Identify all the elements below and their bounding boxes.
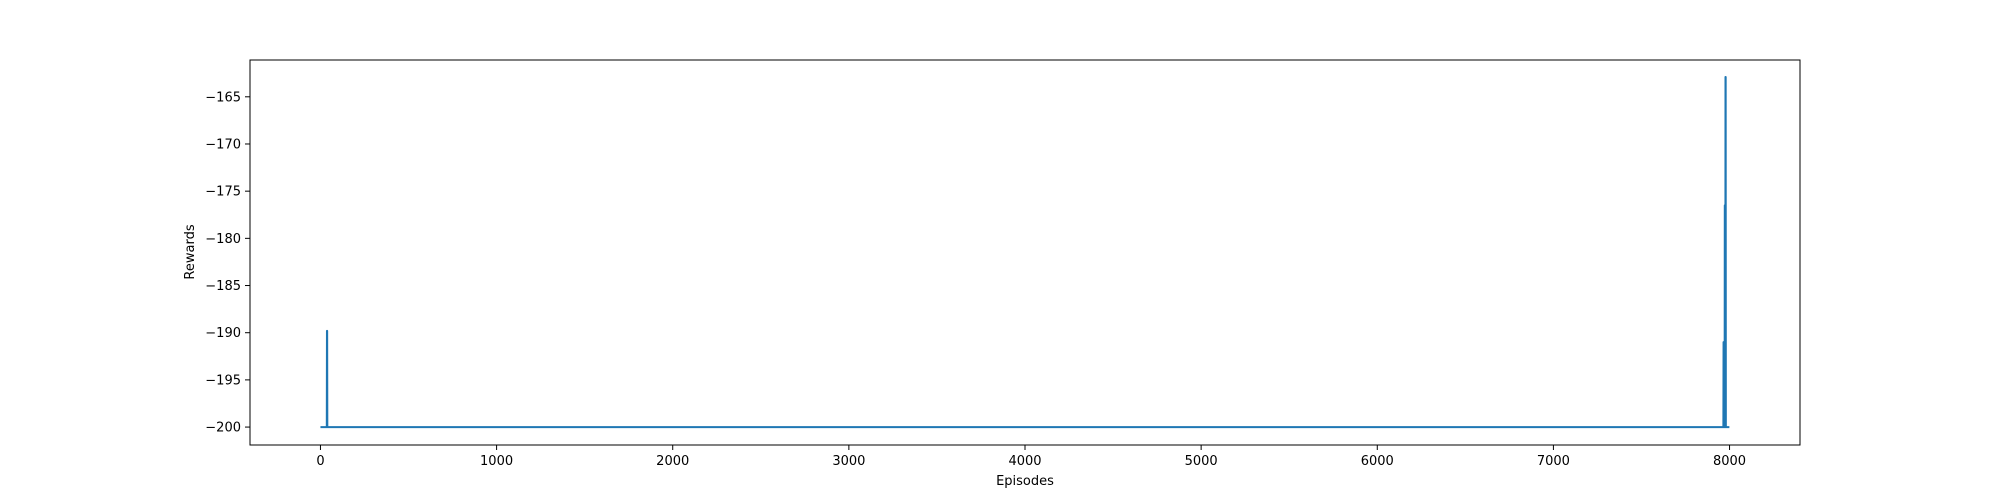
x-tick-label: 5000 — [1185, 454, 1218, 469]
y-axis-label: Rewards — [183, 224, 198, 279]
y-tick-label: −165 — [205, 90, 241, 105]
x-tick-label: 7000 — [1537, 454, 1570, 469]
y-tick-label: −180 — [205, 232, 241, 247]
x-tick-label: 0 — [316, 454, 324, 469]
x-axis-ticks: 0 1000 2000 3000 4000 5000 6000 7000 8000 — [316, 445, 1746, 469]
y-tick-label: −200 — [205, 421, 241, 436]
y-tick-label: −185 — [205, 279, 241, 294]
y-axis-ticks: −200 −195 −190 −185 −180 −175 −170 −165 — [205, 90, 250, 436]
x-tick-label: 2000 — [656, 454, 689, 469]
x-tick-label: 3000 — [832, 454, 865, 469]
x-tick-label: 8000 — [1713, 454, 1746, 469]
axes-frame — [249, 59, 1801, 446]
x-axis-label: Episodes — [996, 474, 1054, 489]
y-tick-label: −195 — [205, 373, 241, 388]
series-layer — [320, 75, 1730, 429]
y-tick-label: −190 — [205, 326, 241, 341]
x-tick-label: 6000 — [1361, 454, 1394, 469]
y-tick-label: −175 — [205, 185, 241, 200]
x-tick-label: 4000 — [1008, 454, 1041, 469]
x-tick-label: 1000 — [480, 454, 513, 469]
reward-series-line — [320, 75, 1730, 429]
y-tick-label: −170 — [205, 137, 241, 152]
